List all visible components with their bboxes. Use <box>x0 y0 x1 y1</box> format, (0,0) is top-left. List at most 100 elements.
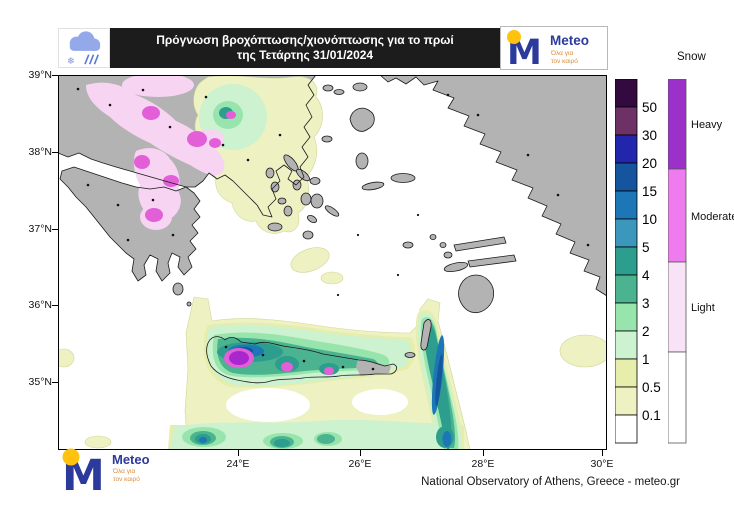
rain-value-label: 50 <box>642 100 657 115</box>
snow-moderate-spot <box>142 106 160 120</box>
rain-swatch <box>615 106 638 136</box>
turkey-peninsula <box>453 236 507 252</box>
serifos-island <box>277 197 287 205</box>
lat-label: 38°N <box>28 146 52 158</box>
axis-tick <box>238 450 239 456</box>
snow-light-central-greece <box>86 82 225 176</box>
rain-value-label: 0.5 <box>642 380 661 395</box>
logo-tagline: Όλα για τον καιρό <box>551 50 578 65</box>
snow-moderate-crete-east <box>324 367 334 375</box>
snow-moderate-spot <box>187 131 207 147</box>
lon-label: 28°E <box>471 458 495 470</box>
snow-intensity-label: Heavy <box>691 119 723 131</box>
rain-light-sea-patch <box>290 247 330 273</box>
lon-label: 30°E <box>590 458 614 470</box>
meteo-monogram: M <box>507 30 542 69</box>
snowflake-glyph: ❄ <box>67 56 75 67</box>
rain-swatch <box>615 79 638 108</box>
snow-moderate-crete-mid <box>281 362 293 372</box>
snow-colorbar: Heavy Moderate Light <box>668 79 734 444</box>
footer-logo-tagline: Όλα για τον καιρό <box>113 468 140 483</box>
rain-value-label: 3 <box>642 296 650 311</box>
lon-label: 24°E <box>226 458 250 470</box>
rain-value-label: 2 <box>642 324 650 339</box>
rain-value-label: 5 <box>642 240 650 255</box>
lat-label: 37°N <box>28 223 52 235</box>
axis-tick <box>52 152 58 153</box>
karpathos-island <box>420 319 432 351</box>
rain-value-label: 0.1 <box>642 408 661 423</box>
amorgos-island <box>324 205 340 217</box>
axis-tick <box>483 450 484 456</box>
milos-island <box>267 222 283 232</box>
snow-moderate-spot <box>145 208 163 222</box>
axis-tick <box>52 305 58 306</box>
kos-island <box>443 261 469 273</box>
axis-tick <box>602 450 603 456</box>
greece-precipitation-map <box>53 73 611 451</box>
antikythira-island <box>186 301 192 307</box>
title-line2: της Τετάρτης 31/01/2024 <box>236 48 374 62</box>
turkey-peninsula <box>467 254 517 268</box>
paros-island <box>300 192 312 206</box>
rain-swatch <box>615 190 638 220</box>
snow-swatch <box>668 79 687 170</box>
islands-group <box>172 74 608 375</box>
sifnos-island <box>283 205 293 217</box>
rain-swatch <box>615 274 638 304</box>
axis-tick <box>52 75 58 76</box>
forecast-title-banner: Πρόγνωση βροχόπτωσης/χιονόπτωσης για το … <box>110 28 500 68</box>
snow-moderate-spot <box>226 111 236 119</box>
map-figure <box>53 73 611 451</box>
rain-value-label: 1 <box>642 352 650 367</box>
snow-moderate-spot <box>209 138 221 148</box>
ikaria-island <box>361 181 385 191</box>
chios-island <box>355 152 369 170</box>
logo-wordmark: Meteo <box>550 33 590 48</box>
logo-yellow-dot <box>507 30 521 44</box>
axis-tick <box>52 382 58 383</box>
santorini-island <box>302 230 314 240</box>
lat-label: 36°N <box>28 299 52 311</box>
attribution-text: National Observatory of Athens, Greece -… <box>421 476 680 488</box>
snow-swatch <box>668 261 687 353</box>
rain-south-band <box>170 419 462 449</box>
rain-value-label: 4 <box>642 268 650 283</box>
limnos-island <box>352 82 368 92</box>
kasos-island <box>404 352 416 358</box>
rain-light-east-patch <box>559 334 611 368</box>
skyros-island <box>321 135 333 143</box>
rain-light-sea-patch <box>320 271 344 285</box>
leros-island <box>439 242 447 248</box>
rain-value-label: 20 <box>642 156 657 171</box>
sea-gap <box>352 389 408 415</box>
rain-swatch <box>615 218 638 248</box>
lat-label: 35°N <box>28 376 52 388</box>
ios-island <box>307 214 317 224</box>
turkey-landmass <box>379 74 608 297</box>
kea-island <box>265 167 275 179</box>
kalymnos-island <box>443 251 453 259</box>
axis-tick <box>360 450 361 456</box>
lat-label: 39°N <box>28 69 52 81</box>
snow-swatch <box>668 351 687 444</box>
logo-yellow-dot <box>62 448 80 466</box>
rain-south-peak <box>274 439 290 447</box>
meteo-logo-box: M Meteo Όλα για τον καιρό <box>500 26 608 70</box>
footer-meteo-monogram: M <box>62 448 105 496</box>
snow-intensity-label: Moderate <box>691 211 734 223</box>
sea-gap <box>226 388 310 422</box>
snow-intensity-label: Light <box>691 302 715 314</box>
sporades-island <box>322 84 334 92</box>
mykonos-island <box>309 177 321 185</box>
snow-legend-title: Snow <box>677 51 706 63</box>
snow-heavy-crete-west <box>229 351 249 365</box>
rain-colorbar: 50 30 20 15 10 5 4 3 2 1 0.5 0.1 <box>615 79 661 444</box>
rain-swatch <box>615 358 638 388</box>
title-line1: Πρόγνωση βροχόπτωσης/χιονόπτωσης για το … <box>156 33 454 47</box>
coastline-group <box>57 74 397 384</box>
axis-tick <box>52 229 58 230</box>
naxos-island <box>310 193 324 209</box>
east-crete-gray <box>356 359 391 375</box>
